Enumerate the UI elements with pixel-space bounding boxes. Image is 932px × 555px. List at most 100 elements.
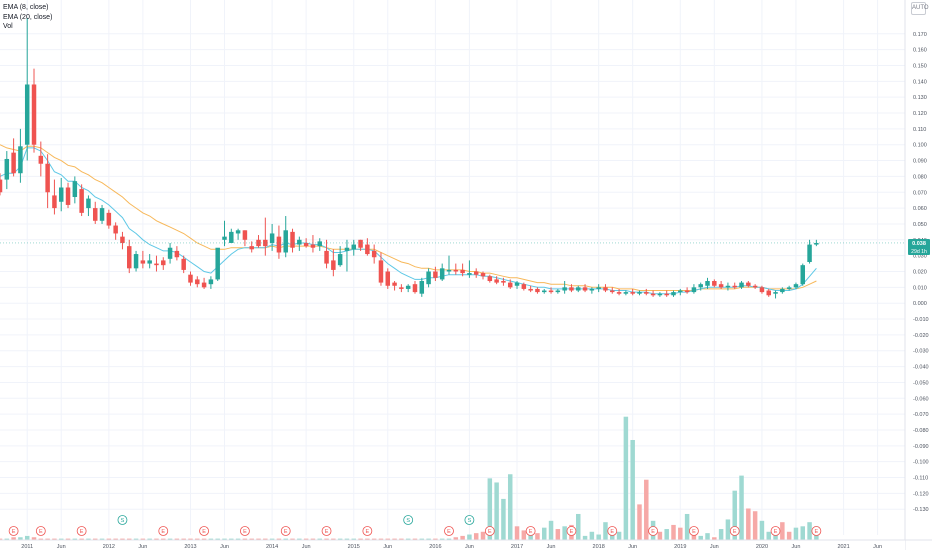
- legend-ema8[interactable]: EMA (8, close): [3, 4, 49, 11]
- volume-bar: [331, 538, 336, 540]
- volume-bar: [127, 538, 132, 540]
- legend-volume[interactable]: Vol: [3, 23, 13, 30]
- volume-bar: [133, 538, 139, 540]
- split-marker[interactable]: S: [117, 515, 128, 525]
- volume-bar: [337, 538, 343, 540]
- candle-body: [4, 158, 10, 180]
- candle: [167, 242, 173, 264]
- volume-bar: [303, 538, 309, 540]
- candle: [439, 263, 445, 282]
- split-marker[interactable]: S: [403, 515, 414, 525]
- candle-body: [72, 181, 78, 198]
- volume-bar: [582, 535, 588, 540]
- candle-body: [603, 287, 608, 291]
- volume-bar: [644, 479, 649, 540]
- candle-body: [467, 273, 472, 275]
- candle-body: [528, 288, 533, 291]
- candle-body: [283, 230, 288, 253]
- time-tick-label: Jun: [547, 544, 556, 550]
- auto-scale-button[interactable]: AUTO: [911, 2, 929, 15]
- earnings-marker[interactable]: E: [362, 526, 373, 536]
- candle-body: [746, 282, 751, 286]
- volume-bar: [555, 529, 561, 540]
- volume-bar: [637, 504, 642, 540]
- candle-body: [0, 179, 3, 193]
- earnings-marker[interactable]: E: [158, 526, 169, 536]
- volume-bar: [256, 538, 261, 540]
- marker-circle: [770, 526, 781, 536]
- earnings-marker[interactable]: E: [607, 526, 618, 536]
- price-tick-label: 0.110: [913, 127, 926, 133]
- earnings-marker[interactable]: E: [525, 526, 536, 536]
- earnings-marker[interactable]: E: [648, 526, 658, 536]
- candle-body: [596, 287, 601, 289]
- time-tick-label: 2011: [21, 544, 33, 550]
- price-axis[interactable]: 0.170 0.160 0.150 0.140 0.130 0.120 0.110 0.100…: [904, 0, 932, 550]
- price-tick-label: 0.030: [913, 254, 927, 260]
- legend-ema20[interactable]: EMA (20, close): [3, 13, 53, 21]
- volume-bar: [691, 534, 697, 540]
- time-tick-label: 2017: [511, 544, 523, 550]
- marker-label: E: [610, 529, 614, 535]
- candle-body: [780, 288, 785, 293]
- earnings-marker[interactable]: E: [729, 526, 740, 536]
- marker-label: S: [121, 518, 125, 524]
- candle-body: [365, 244, 370, 255]
- earnings-marker[interactable]: E: [770, 526, 781, 536]
- candle-body: [92, 208, 98, 221]
- marker-label: E: [39, 529, 43, 535]
- candle: [263, 217, 268, 256]
- candle-body: [514, 282, 520, 286]
- candle-body: [269, 233, 275, 243]
- earnings-marker[interactable]: E: [484, 526, 495, 536]
- event-markers: E E E S E E E E E E S E S E E E E E E E E E: [8, 515, 822, 536]
- candle-body: [739, 282, 744, 288]
- candle: [276, 225, 282, 259]
- candle: [548, 287, 554, 294]
- earnings-marker[interactable]: E: [811, 526, 822, 536]
- candle: [113, 222, 118, 240]
- candle: [399, 284, 404, 293]
- volume-bar: [201, 538, 207, 540]
- earnings-marker[interactable]: E: [8, 526, 19, 536]
- volume-bar: [283, 538, 288, 540]
- split-marker[interactable]: S: [464, 515, 475, 525]
- volume-bar: [38, 538, 44, 540]
- price-label-value: 0.038: [912, 241, 926, 247]
- candle-body: [405, 285, 411, 289]
- volume-bar: [18, 537, 23, 540]
- volume-bar: [596, 534, 601, 540]
- time-axis[interactable]: 2011 Jun 2012 Jun 2013 Jun 2014 Jun 2015 Jun 2016 J…: [0, 539, 932, 550]
- volume-bar: [310, 538, 316, 540]
- earnings-marker[interactable]: E: [689, 526, 699, 536]
- candle: [644, 288, 649, 296]
- earnings-marker[interactable]: E: [76, 526, 87, 536]
- volume-bar: [269, 538, 275, 540]
- candle-body: [412, 284, 418, 293]
- candle: [664, 290, 669, 297]
- candle: [358, 239, 363, 251]
- earnings-marker[interactable]: E: [280, 526, 291, 536]
- candle: [120, 231, 125, 250]
- candle: [446, 255, 452, 275]
- candle: [317, 238, 322, 251]
- price-tick-label: 0.100: [913, 143, 927, 149]
- volume-bar: [698, 535, 703, 540]
- earnings-marker[interactable]: E: [444, 526, 454, 536]
- earnings-marker[interactable]: E: [321, 526, 332, 536]
- marker-label: E: [243, 529, 247, 535]
- earnings-marker[interactable]: E: [566, 526, 577, 536]
- earnings-marker[interactable]: E: [199, 526, 209, 536]
- candle: [405, 284, 411, 293]
- candle-body: [773, 292, 778, 294]
- volume-bar: [705, 533, 710, 540]
- time-tick-label: 2014: [266, 544, 278, 550]
- price-tick-label: 0.130: [913, 95, 927, 101]
- earnings-marker[interactable]: E: [35, 526, 46, 536]
- candle: [603, 284, 608, 293]
- candle: [86, 195, 91, 217]
- candle-body: [24, 84, 30, 145]
- earnings-marker[interactable]: E: [240, 526, 250, 536]
